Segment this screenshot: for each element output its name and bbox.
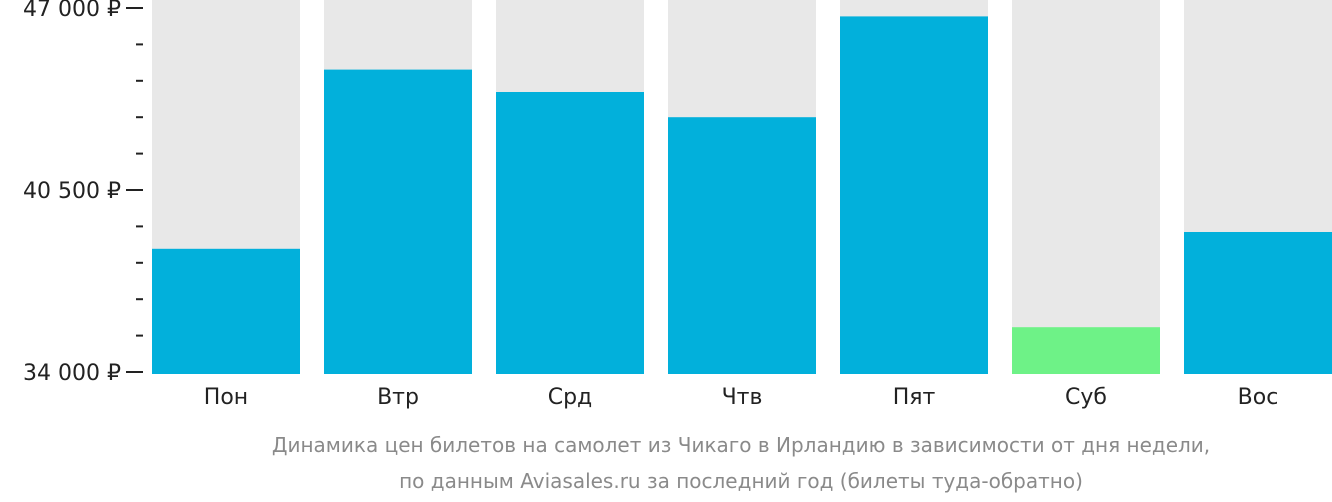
- x-category-label: Пон: [204, 385, 248, 410]
- x-axis-labels: Пон Втр Срд Чтв Пят Суб Вос: [204, 385, 1279, 410]
- x-category-label: Втр: [377, 385, 419, 410]
- y-tick-label: 47 000 ₽: [23, 0, 121, 22]
- x-category-label: Срд: [548, 385, 593, 410]
- bar: [496, 92, 644, 374]
- bar: [1184, 232, 1332, 374]
- x-category-label: Пят: [893, 385, 936, 410]
- caption-line-1: Динамика цен билетов на самолет из Чикаг…: [272, 433, 1210, 457]
- bar-background: [1012, 0, 1160, 374]
- x-category-label: Суб: [1065, 385, 1107, 410]
- bar: [840, 16, 988, 375]
- bar: [1012, 327, 1160, 374]
- bars: [152, 0, 1332, 375]
- bar: [152, 248, 300, 374]
- bar: [668, 117, 816, 374]
- y-tick-label: 40 500 ₽: [23, 179, 121, 204]
- caption-line-2: по данным Aviasales.ru за последний год …: [399, 469, 1083, 493]
- bar: [324, 69, 472, 374]
- y-tick-label: 34 000 ₽: [23, 361, 121, 386]
- x-category-label: Вос: [1238, 385, 1279, 410]
- x-category-label: Чтв: [722, 385, 763, 410]
- y-axis: 47 000 ₽ 40 500 ₽ 34 000 ₽: [23, 0, 143, 386]
